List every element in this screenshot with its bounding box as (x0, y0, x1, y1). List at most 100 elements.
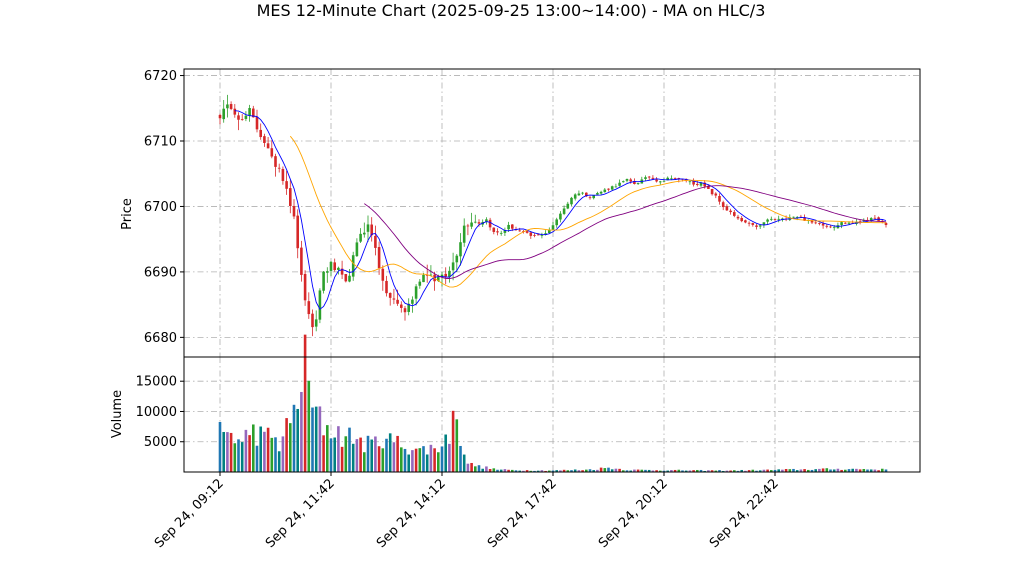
volume-bar (274, 437, 277, 472)
volume-bar (721, 470, 725, 472)
candle-body (444, 273, 447, 277)
volume-bar (351, 443, 355, 472)
candle-body (392, 298, 396, 300)
candle-body (766, 219, 769, 222)
volume-bar (799, 469, 803, 472)
candle-body (570, 197, 573, 205)
candle-body (533, 234, 536, 236)
volume-bar (522, 470, 525, 472)
volume-bar (625, 470, 629, 472)
candle-body (751, 223, 755, 225)
candle-body (814, 222, 817, 224)
candle-body (692, 180, 695, 185)
volume-bar (292, 404, 296, 472)
candle-body (218, 114, 222, 119)
candle-body (844, 222, 847, 224)
volume-bar (884, 469, 888, 472)
candle-body (622, 181, 625, 183)
candle-body (485, 219, 488, 222)
candle-body (651, 177, 655, 179)
candle-body (573, 194, 577, 199)
volume-bar (333, 437, 336, 472)
candle-body (437, 277, 440, 281)
candle-body (803, 217, 806, 221)
candle-body (614, 186, 618, 188)
candle-body (292, 206, 296, 217)
candle-body (718, 195, 721, 202)
volume-bar (344, 436, 348, 472)
candle-body (307, 301, 311, 315)
candle-body (259, 129, 262, 138)
candle-body (599, 191, 603, 194)
price-tick-label: 6700 (144, 200, 177, 215)
volume-bar (881, 468, 884, 472)
candle-body (810, 220, 814, 223)
candle-body (729, 210, 732, 213)
volume-bar (703, 470, 706, 472)
volume-bar (566, 470, 570, 472)
volume-bar (470, 462, 473, 472)
volume-bar (699, 469, 703, 472)
volume-bar (570, 470, 573, 472)
volume-bar (237, 439, 240, 472)
volume-bar (696, 469, 699, 472)
candle-body (237, 115, 240, 120)
candle-body (440, 274, 444, 278)
candle-body (755, 225, 758, 227)
volume-bar (429, 444, 433, 472)
volume-bar (662, 470, 666, 472)
volume-bar (277, 451, 281, 472)
price-tick-label: 6710 (144, 135, 177, 150)
candle-body (655, 179, 658, 182)
volume-bar (425, 454, 429, 472)
ma-slow-line (364, 185, 887, 279)
volume-bar (400, 447, 403, 472)
volume-bar (536, 470, 540, 472)
candle-body (266, 143, 270, 149)
volume-bar (363, 452, 366, 472)
volume-bar (455, 419, 459, 472)
candle-body (496, 231, 499, 233)
volume-bar (814, 469, 817, 472)
volume-bar (618, 468, 621, 472)
volume-bar (300, 391, 303, 472)
volume-bar (451, 410, 455, 472)
volume-bar (248, 435, 251, 472)
candle-body (592, 195, 595, 199)
candle-body (385, 280, 388, 294)
price-axis-label: Price (120, 198, 135, 230)
volume-bar (640, 469, 644, 472)
candle-body (381, 268, 385, 281)
volume-bar (758, 470, 762, 472)
volume-bar (307, 380, 311, 472)
ma-mid-line (289, 135, 887, 288)
volume-bar (270, 437, 274, 472)
candle-body (329, 261, 333, 271)
volume-bar (659, 470, 662, 472)
volume-bar (755, 470, 758, 472)
volume-bar (289, 423, 292, 472)
volume-bar (559, 470, 562, 472)
candle-body (829, 226, 832, 228)
volume-bar (810, 469, 814, 472)
candle-body (240, 119, 244, 120)
candle-body (311, 313, 314, 328)
volume-bar (781, 469, 784, 472)
candle-body (263, 136, 266, 143)
volume-frame (183, 356, 921, 473)
candle-body (518, 230, 521, 232)
volume-bar (714, 470, 718, 472)
candle-body (318, 290, 322, 320)
volume-bar (847, 469, 851, 472)
volume-bar (651, 470, 655, 472)
candle-body (644, 177, 647, 179)
volume-bar (803, 469, 806, 472)
volume-bar (707, 470, 710, 472)
volume-bar (499, 469, 503, 472)
candle-body (492, 227, 496, 232)
candle-body (248, 108, 251, 116)
volume-bar (851, 468, 854, 472)
candle-body (536, 234, 540, 236)
volume-bar (836, 468, 840, 472)
